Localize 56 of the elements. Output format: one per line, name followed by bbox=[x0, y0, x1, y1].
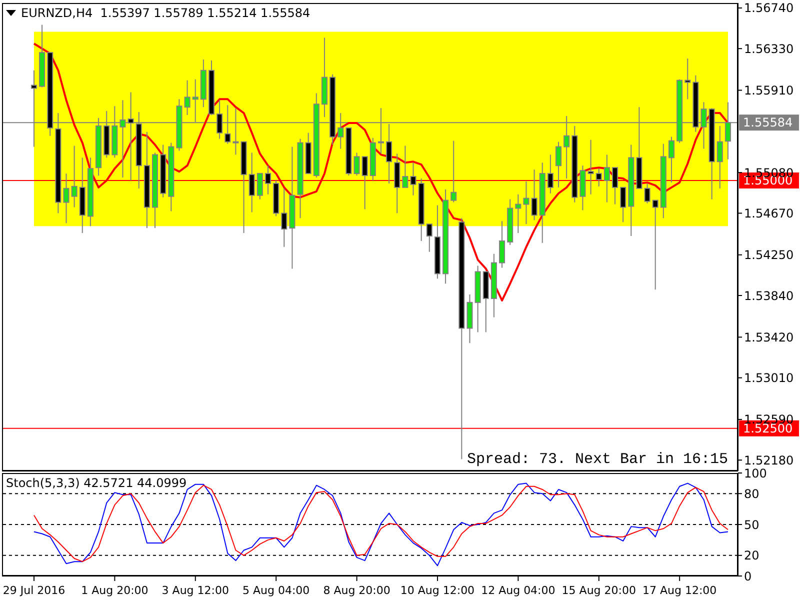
candlestick bbox=[410, 162, 416, 196]
candlestick bbox=[402, 145, 408, 188]
y-tick-label: 1.54250 bbox=[744, 248, 794, 262]
y-tick-label: 1.56330 bbox=[744, 42, 794, 56]
candlestick bbox=[668, 136, 674, 183]
y-tick-label: 1.53420 bbox=[744, 330, 794, 344]
candlestick bbox=[256, 173, 263, 200]
candlestick bbox=[63, 173, 70, 224]
candlestick bbox=[556, 141, 562, 188]
y-tick-label: 1.53840 bbox=[744, 288, 794, 303]
x-tick-label: 3 Aug 12:00 bbox=[162, 584, 229, 597]
y-tick-label: 1.54670 bbox=[744, 206, 794, 220]
candlestick bbox=[248, 152, 255, 213]
x-tick-label: 15 Aug 20:00 bbox=[562, 584, 636, 597]
candlestick bbox=[499, 220, 506, 268]
candlestick bbox=[588, 139, 594, 195]
candlestick bbox=[547, 154, 554, 194]
candlestick bbox=[354, 152, 360, 176]
candlestick bbox=[644, 182, 650, 204]
candlestick bbox=[531, 169, 538, 221]
candlestick bbox=[620, 186, 626, 223]
y-tick-label: 1.55910 bbox=[744, 84, 794, 98]
y-tick-label: 1.56740 bbox=[744, 1, 794, 16]
ref-line-label: 1.55584 bbox=[743, 116, 793, 130]
candlestick bbox=[71, 145, 78, 208]
candlestick bbox=[184, 80, 190, 116]
candlestick bbox=[596, 168, 602, 187]
x-tick-label: 12 Aug 04:00 bbox=[481, 584, 556, 597]
candlestick bbox=[515, 194, 522, 234]
candlestick bbox=[604, 154, 610, 203]
x-tick-label: 29 Jul 2016 bbox=[2, 584, 66, 597]
x-tick-label: 5 Aug 04:00 bbox=[242, 584, 310, 597]
candlestick bbox=[684, 58, 691, 100]
y-tick-label: 1.52180 bbox=[744, 453, 794, 468]
x-tick-label: 10 Aug 12:00 bbox=[400, 584, 475, 597]
annotation: Spread: 73. Next Bar in 16:15 bbox=[466, 451, 728, 468]
x-tick-label: 8 Aug 20:00 bbox=[323, 584, 390, 597]
candlestick bbox=[523, 180, 530, 225]
candlestick bbox=[426, 224, 432, 252]
y-tick-label: 80 bbox=[744, 486, 760, 501]
candlestick bbox=[362, 156, 368, 210]
y-tick-label: 50 bbox=[744, 518, 760, 532]
candlestick bbox=[716, 125, 723, 189]
y-tick-label: 0 bbox=[744, 569, 752, 584]
x-tick-label: 1 Aug 20:00 bbox=[81, 584, 148, 597]
y-tick-label: 20 bbox=[744, 548, 760, 563]
candlestick bbox=[264, 165, 271, 195]
y-tick-label: 1.53010 bbox=[744, 371, 794, 386]
candlestick bbox=[612, 167, 618, 205]
x-tick-label: 17 Aug 12:00 bbox=[642, 584, 717, 597]
chart-title: Stoch(5,3,3) 42.5721 44.0999 bbox=[6, 476, 187, 490]
candlestick bbox=[281, 188, 288, 248]
y-tick-label: 100 bbox=[744, 466, 767, 480]
chart-title: EURNZD,H4 1.55397 1.55789 1.55214 1.55584 bbox=[21, 6, 310, 20]
candlestick bbox=[652, 200, 658, 290]
candlestick bbox=[450, 140, 457, 203]
